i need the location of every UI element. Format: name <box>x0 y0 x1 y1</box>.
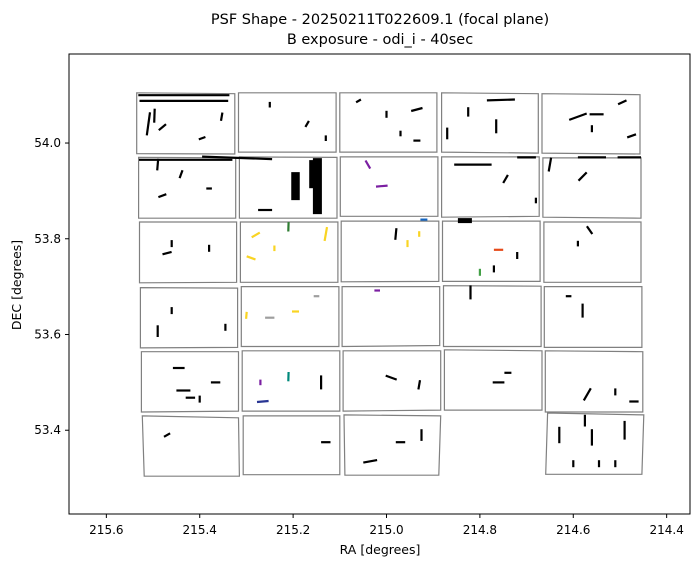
ota-outline <box>542 157 642 219</box>
psf-whisker <box>158 193 167 199</box>
ota-outline <box>545 412 645 475</box>
ota-outline <box>240 286 340 348</box>
ota-outline <box>340 220 440 283</box>
psf-whisker <box>153 108 156 123</box>
x-tick-label: 215.0 <box>369 523 403 537</box>
x-tick-label: 214.8 <box>463 523 497 537</box>
ota-outline <box>341 286 441 348</box>
psf-whisker <box>251 231 261 239</box>
x-axis-label: RA [degrees] <box>340 542 421 557</box>
psf-whisker <box>486 98 515 102</box>
psf-whisker <box>355 98 362 104</box>
ota-outline <box>441 92 539 154</box>
y-axis-ticks: 53.4 53.6 53.8 54.0 <box>34 136 69 437</box>
ota-outline <box>138 221 238 284</box>
psf-whisker <box>145 112 152 136</box>
psf-whisker <box>394 228 398 240</box>
psf-whisker <box>410 106 423 113</box>
psf-whisker <box>568 112 588 121</box>
x-tick-label: 214.6 <box>556 523 590 537</box>
ota-outline <box>543 221 642 283</box>
ota-outline <box>141 415 241 477</box>
y-tick-label: 53.4 <box>34 423 61 437</box>
x-tick-label: 215.6 <box>89 523 123 537</box>
psf-whisker <box>219 112 224 121</box>
ota-outlines <box>136 92 645 477</box>
psf-whisker <box>502 174 509 184</box>
plot-frame <box>68 53 691 515</box>
psf-whisker <box>162 250 172 256</box>
y-axis-label: DEC [degrees] <box>9 240 24 330</box>
ota-outline <box>139 286 239 349</box>
psf-whisker <box>577 171 588 182</box>
ota-outline <box>140 351 240 413</box>
psf-whisker <box>323 226 329 242</box>
ota-outline <box>241 350 341 412</box>
psf-whisker <box>375 184 388 188</box>
ota-outline <box>544 350 644 413</box>
psf-whisker <box>246 255 256 261</box>
y-tick-label: 53.8 <box>34 232 61 246</box>
ota-outline <box>343 414 442 476</box>
x-axis-ticks: 215.6 215.4 215.2 215.0 214.8 214.6 214.4 <box>89 514 684 537</box>
psf-whisker <box>245 311 248 319</box>
psf-whisker <box>178 169 184 179</box>
psf-whisker <box>364 159 372 170</box>
psf-whisker <box>617 99 627 106</box>
x-tick-label: 214.4 <box>649 523 683 537</box>
ota-outline <box>237 92 337 153</box>
ota-outline <box>239 221 339 283</box>
ota-outline <box>441 220 541 282</box>
ota-outline <box>238 156 338 219</box>
psf-whisker <box>202 155 273 161</box>
ota-outline <box>541 93 641 155</box>
ota-outline <box>242 415 341 476</box>
psf-whisker <box>198 135 206 141</box>
ota-outline <box>342 350 442 412</box>
ota-outline <box>441 156 540 218</box>
chart-subtitle: B exposure - odi_i - 40sec <box>287 32 473 48</box>
psf-whisker <box>256 399 269 404</box>
psf-whisker <box>304 120 310 128</box>
x-tick-label: 215.4 <box>183 523 217 537</box>
y-tick-label: 53.6 <box>34 327 61 341</box>
y-tick-label: 54.0 <box>34 136 61 150</box>
ota-outline <box>136 92 236 155</box>
x-tick-label: 215.2 <box>276 523 310 537</box>
psf-whisker <box>363 459 378 464</box>
psf-whisker <box>547 157 553 172</box>
chart-title: PSF Shape - 20250211T022609.1 (focal pla… <box>211 12 549 28</box>
psf-whisker <box>582 387 592 401</box>
ota-outline <box>443 349 543 411</box>
psf-whiskers <box>138 94 641 468</box>
ota-outline <box>339 156 439 217</box>
psf-whisker <box>385 374 398 381</box>
ota-outline <box>339 92 438 153</box>
psf-whisker <box>156 158 160 171</box>
psf-whisker <box>417 380 422 390</box>
ota-outline <box>442 285 542 348</box>
psf-whisker <box>163 432 171 438</box>
psf-whisker <box>626 133 637 139</box>
psf-whisker <box>585 225 594 235</box>
psf-whisker <box>158 123 167 132</box>
ota-outline <box>543 286 643 348</box>
